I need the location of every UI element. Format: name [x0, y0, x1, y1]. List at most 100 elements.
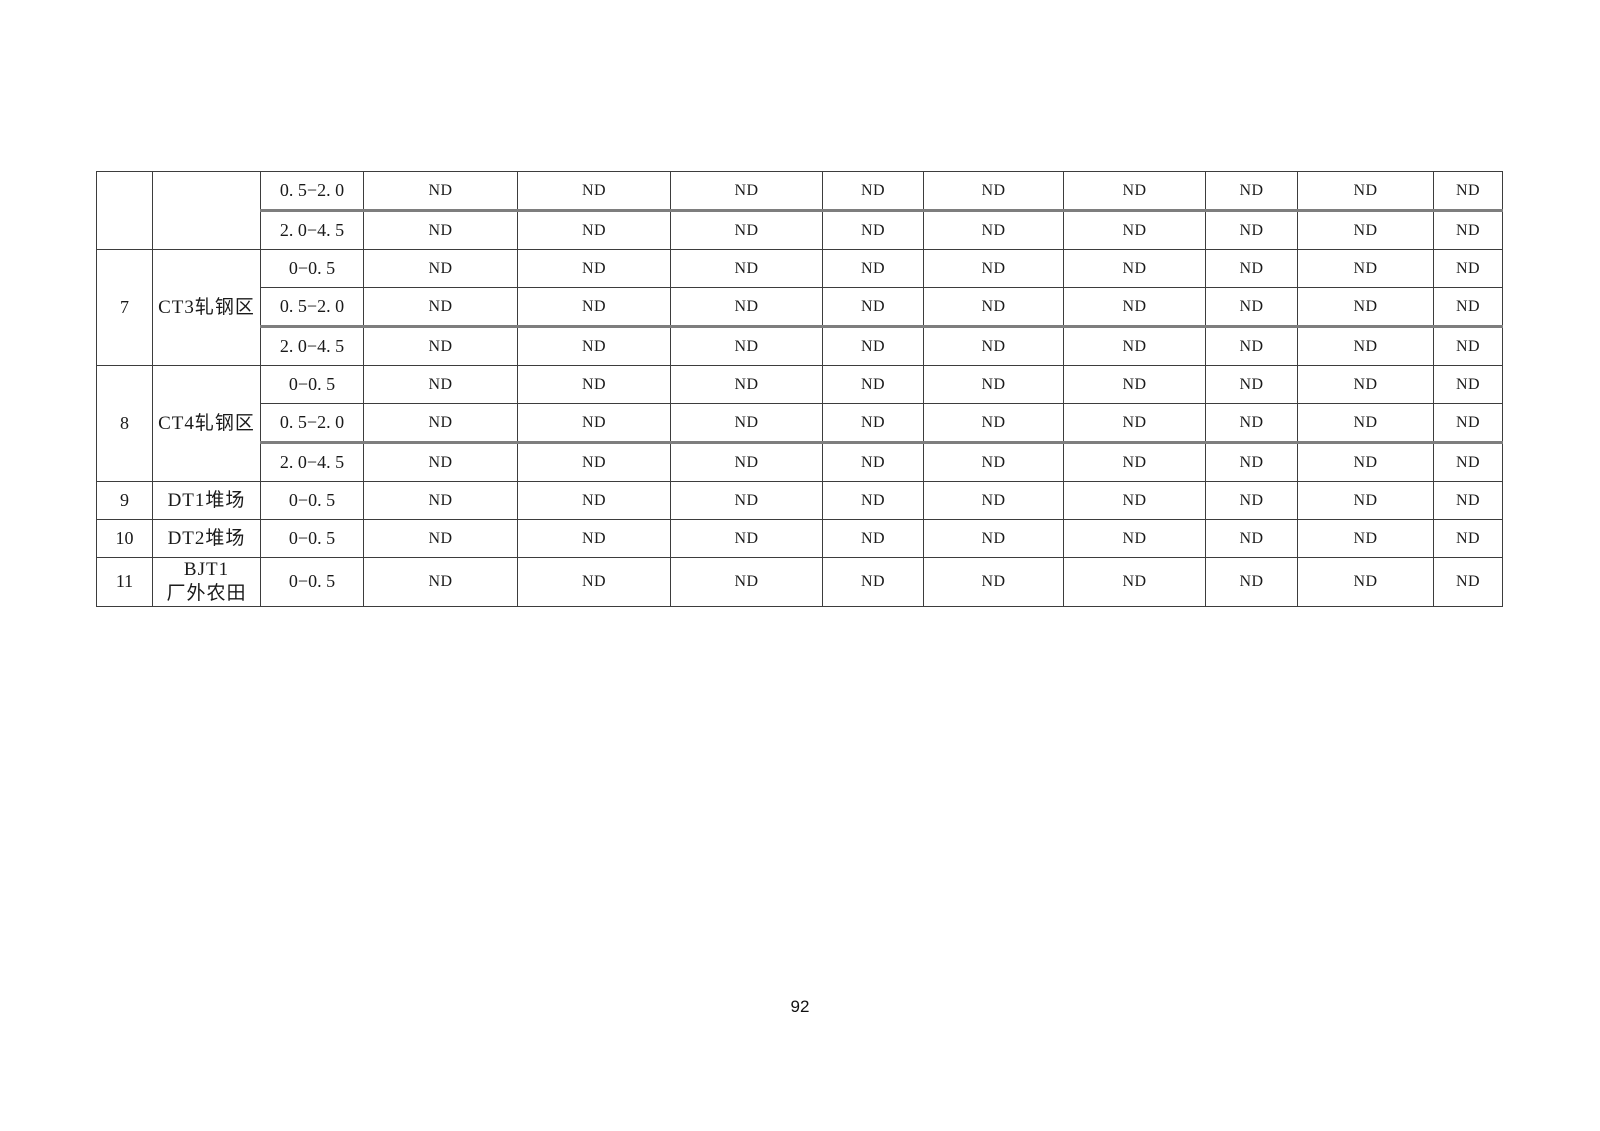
nd-value-cell: ND [670, 287, 823, 327]
nd-value-cell: ND [1205, 403, 1298, 443]
row-number-cell: 10 [96, 519, 153, 558]
nd-value-cell: ND [923, 481, 1064, 520]
nd-value-cell: ND [1297, 481, 1434, 520]
nd-value-cell: ND [670, 481, 823, 520]
sample-depth-cell: 2. 0−4. 5 [260, 325, 364, 366]
row-number-cell: 7 [96, 249, 153, 366]
nd-value-cell: ND [517, 519, 671, 558]
nd-value-cell: ND [1063, 325, 1206, 366]
nd-value-cell: ND [670, 441, 823, 482]
nd-value-cell: ND [1063, 249, 1206, 288]
nd-value-cell: ND [822, 209, 924, 250]
table-row: 0. 5−2. 0 ND ND ND ND ND ND ND ND ND [97, 403, 1503, 443]
site-name-cell: BJT1 厂外农田 [152, 557, 261, 607]
sample-depth-cell: 0. 5−2. 0 [260, 287, 364, 327]
nd-value-cell: ND [923, 557, 1064, 607]
table-row: 0. 5−2. 0 ND ND ND ND ND ND ND ND ND [97, 287, 1503, 327]
table-row: 10 DT2堆场 0−0. 5 ND ND ND ND ND ND ND ND ND [96, 519, 1503, 558]
nd-value-cell: ND [923, 441, 1064, 482]
nd-value-cell: ND [923, 171, 1064, 211]
nd-value-cell: ND [1433, 403, 1503, 443]
nd-value-cell: ND [822, 171, 924, 211]
nd-value-cell: ND [822, 325, 924, 366]
nd-value-cell: ND [1063, 441, 1206, 482]
nd-value-cell: ND [1063, 287, 1206, 327]
table-row: 11 BJT1 厂外农田 0−0. 5 ND ND ND ND ND ND ND ND ND [96, 557, 1503, 607]
nd-value-cell: ND [1433, 325, 1503, 366]
nd-value-cell: ND [1433, 519, 1503, 558]
nd-value-cell: ND [1205, 441, 1298, 482]
nd-value-cell: ND [1297, 249, 1434, 288]
nd-value-cell: ND [1205, 481, 1298, 520]
sample-depth-cell: 0. 5−2. 0 [260, 403, 364, 443]
page-number: 92 [790, 997, 810, 1016]
nd-value-cell: ND [923, 325, 1064, 366]
nd-value-cell: ND [1297, 365, 1434, 404]
nd-value-cell: ND [1297, 557, 1434, 607]
nd-value-cell: ND [822, 365, 924, 404]
nd-value-cell: ND [517, 209, 671, 250]
sample-depth-cell: 0. 5−2. 0 [260, 171, 364, 211]
nd-value-cell: ND [1297, 325, 1434, 366]
nd-value-cell: ND [517, 441, 671, 482]
nd-value-cell: ND [1433, 557, 1503, 607]
nd-value-cell: ND [1063, 209, 1206, 250]
row-number-cell: 8 [96, 365, 153, 482]
table-row: 9 DT1堆场 0−0. 5 ND ND ND ND ND ND ND ND ND [96, 481, 1503, 520]
nd-value-cell: ND [1433, 287, 1503, 327]
nd-value-cell: ND [923, 403, 1064, 443]
nd-value-cell: ND [1063, 481, 1206, 520]
nd-value-cell: ND [1433, 209, 1503, 250]
nd-value-cell: ND [1205, 365, 1298, 404]
nd-value-cell: ND [1205, 519, 1298, 558]
nd-value-cell: ND [1297, 209, 1434, 250]
nd-value-cell: ND [363, 209, 518, 250]
nd-value-cell: ND [517, 287, 671, 327]
nd-value-cell: ND [1205, 557, 1298, 607]
nd-value-cell: ND [822, 557, 924, 607]
nd-value-cell: ND [670, 557, 823, 607]
sample-depth-cell: 2. 0−4. 5 [260, 209, 364, 250]
nd-value-cell: ND [822, 519, 924, 558]
table-row: 2. 0−4. 5 ND ND ND ND ND ND ND ND ND [97, 441, 1503, 482]
nd-value-cell: ND [363, 441, 518, 482]
nd-value-cell: ND [670, 171, 823, 211]
nd-value-cell: ND [670, 403, 823, 443]
nd-value-cell: ND [822, 249, 924, 288]
row-number-cell: 9 [96, 481, 153, 520]
nd-value-cell: ND [822, 441, 924, 482]
table-row: 7 CT3轧钢区 0−0. 5 ND ND ND ND ND ND ND ND ND [96, 249, 1503, 366]
nd-value-cell: ND [1297, 403, 1434, 443]
nd-value-cell: ND [1433, 481, 1503, 520]
nd-value-cell: ND [363, 519, 518, 558]
table-row: 0. 5−2. 0 ND ND ND ND ND ND ND ND ND [96, 171, 1503, 250]
nd-value-cell: ND [363, 557, 518, 607]
nd-value-cell: ND [517, 249, 671, 288]
nd-value-cell: ND [1205, 325, 1298, 366]
sample-depth-cell: 0−0. 5 [260, 557, 364, 607]
nd-value-cell: ND [822, 403, 924, 443]
nd-value-cell: ND [1063, 557, 1206, 607]
nd-value-cell: ND [670, 365, 823, 404]
nd-value-cell: ND [822, 287, 924, 327]
sample-depth-cell: 2. 0−4. 5 [260, 441, 364, 482]
row-number-cell: 11 [96, 557, 153, 607]
table-row: 8 CT4轧钢区 0−0. 5 ND ND ND ND ND ND ND ND ND [96, 365, 1503, 482]
nd-value-cell: ND [923, 519, 1064, 558]
table-row: 2. 0−4. 5 ND ND ND ND ND ND ND ND ND [97, 325, 1503, 366]
nd-value-cell: ND [923, 287, 1064, 327]
row-number-cell [96, 171, 153, 250]
nd-value-cell: ND [517, 557, 671, 607]
nd-value-cell: ND [1205, 209, 1298, 250]
nd-value-cell: ND [1063, 171, 1206, 211]
nd-value-cell: ND [1297, 441, 1434, 482]
nd-value-cell: ND [517, 171, 671, 211]
nd-value-cell: ND [363, 481, 518, 520]
nd-value-cell: ND [1205, 287, 1298, 327]
nd-value-cell: ND [1433, 249, 1503, 288]
nd-value-cell: ND [1297, 287, 1434, 327]
sample-depth-cell: 0−0. 5 [260, 481, 364, 520]
nd-value-cell: ND [1297, 519, 1434, 558]
table-row: 2. 0−4. 5 ND ND ND ND ND ND ND ND ND [97, 209, 1503, 250]
table-body: 0. 5−2. 0 ND ND ND ND ND ND ND ND ND 2. 0−4. 5 ND ND… [96, 171, 1503, 607]
